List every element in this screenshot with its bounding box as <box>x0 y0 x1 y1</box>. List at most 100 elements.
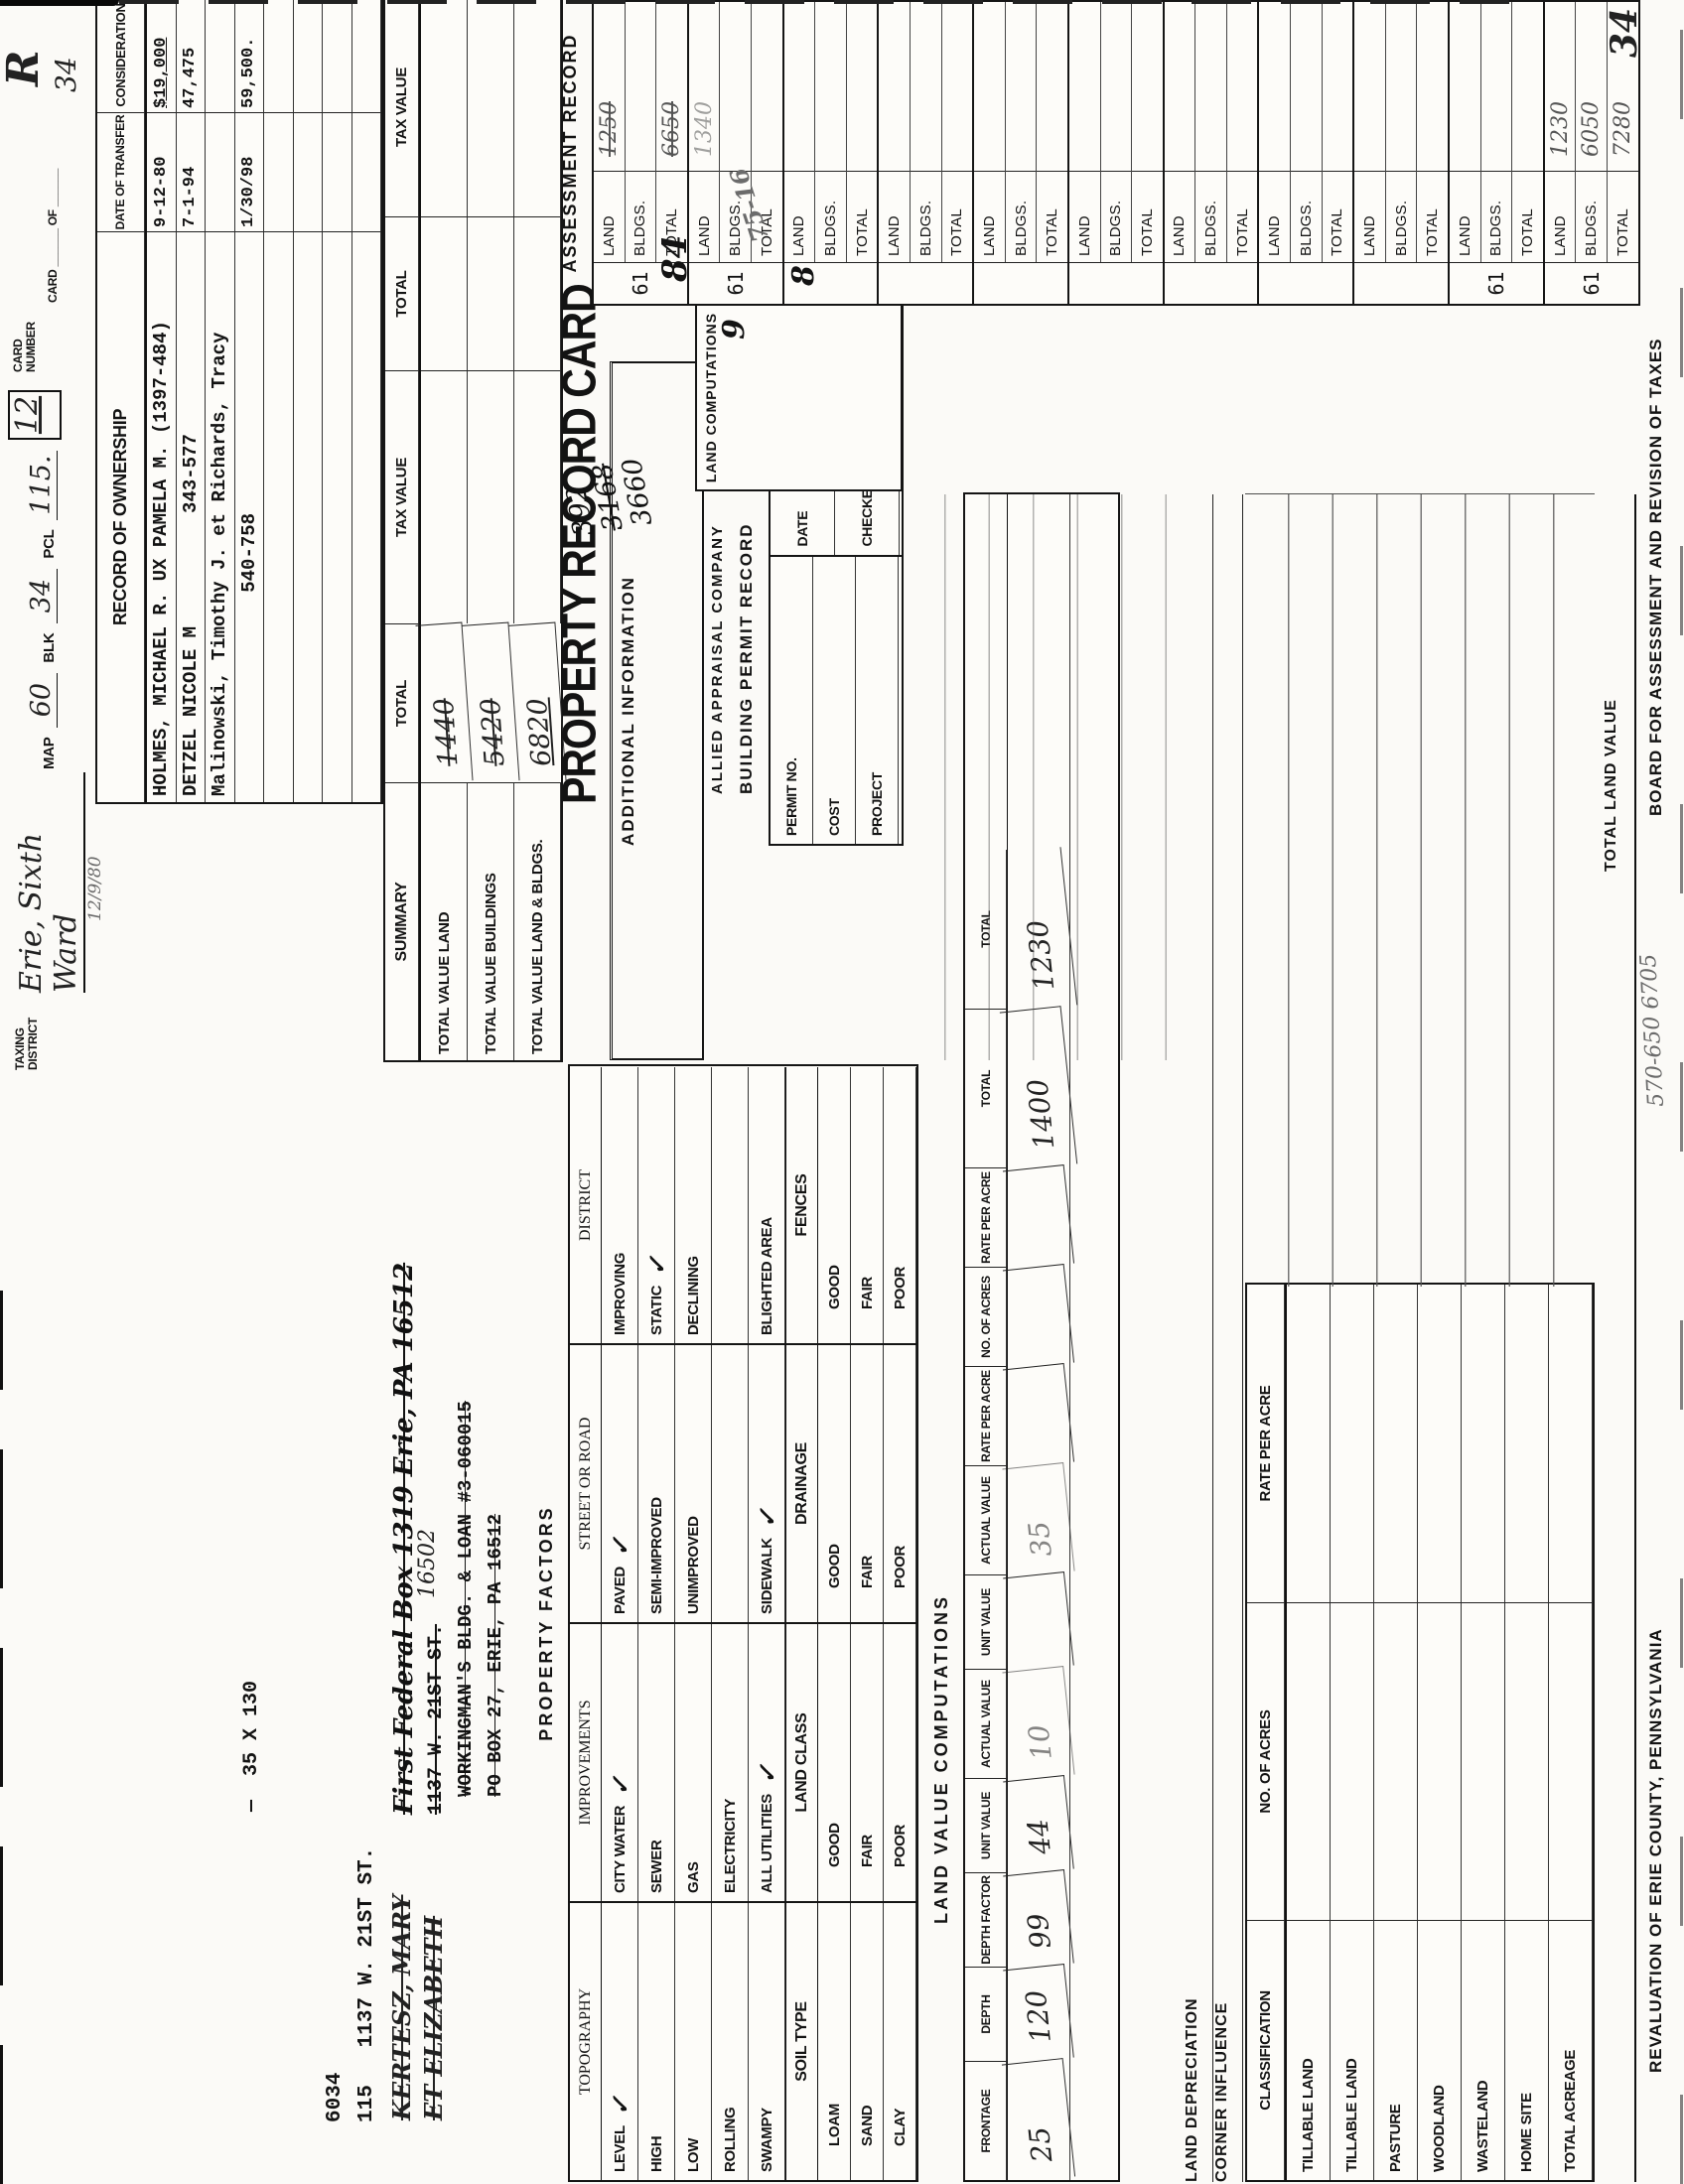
assessment-bldgs-label: BLDGS. <box>910 171 941 262</box>
taxing-district-value: Erie, Sixth Ward <box>14 772 85 993</box>
classification-row: WOODLAND <box>1418 1285 1462 2180</box>
factor-label: ALL UTILITIES <box>758 1794 775 1893</box>
owner-name <box>351 231 381 802</box>
assessment-land-label: LAND <box>1450 171 1480 262</box>
lvc-header-cell: RATE PER ACRE <box>965 1366 1007 1465</box>
lot-dimensions-value: 35 X 130 <box>240 1680 263 1776</box>
checkmark: ✓ <box>752 1764 781 1784</box>
assessment-land-value <box>1259 2 1290 171</box>
pcl-value: 115. <box>26 450 58 520</box>
assessment-land-value <box>784 2 815 171</box>
checkmark: ✓ <box>752 1508 781 1529</box>
r-script: R <box>0 50 49 86</box>
ownership-title: RECORD OF OWNERSHIP <box>110 408 130 626</box>
lvc-value-cell: 35 <box>1002 1462 1075 1577</box>
transfer-date <box>351 112 381 231</box>
assessment-land-label: LAND <box>1544 171 1576 262</box>
assessment-land-value <box>1354 2 1385 171</box>
transfer-date <box>264 112 294 231</box>
assessment-annotation-8: 8 <box>786 265 821 286</box>
factor-item: IMPROVING <box>602 1067 638 1343</box>
lvc-header-cell: DEPTH <box>965 1967 1007 2061</box>
consideration-value <box>323 0 352 112</box>
factor-item: UNIMPROVED <box>675 1345 712 1622</box>
soil-type-header: SOIL TYPE <box>785 1903 818 2180</box>
revaluation-footer: REVALUATION OF ERIE COUNTY, PENNSYLVANIA <box>1646 1628 1665 2073</box>
assessment-bldgs-label: BLDGS. <box>815 171 846 262</box>
owner-name: HOLMES, MICHAEL R. UX PAMELA M. (1397-48… <box>147 231 177 802</box>
classification-row-label: WOODLAND <box>1418 1920 1462 2180</box>
factor-label: UNIMPROVED <box>684 1516 702 1614</box>
factor-sub-item: FAIR <box>851 1067 884 1343</box>
assessment-year: 61 <box>1544 262 1638 304</box>
factor-item: PAVED ✓ <box>602 1345 638 1622</box>
assessment-total-value <box>1132 2 1163 171</box>
assessment-land-value <box>974 2 1005 171</box>
ownership-row <box>351 0 381 802</box>
assessment-total-value <box>1417 2 1448 171</box>
lvc-value-cell <box>1003 1571 1074 1672</box>
lvc-value-cell <box>1002 1363 1075 1468</box>
owner-name <box>323 231 352 802</box>
assessment-blocks: 61 LAND 1250 BLDGS. TOTAL 6650 61 LAND 1340… <box>592 0 1640 306</box>
assessment-bldgs-value <box>1386 2 1417 171</box>
assessment-year-block: 61 LAND 1340 BLDGS. TOTAL <box>688 2 784 304</box>
empty-ruled-area <box>902 494 1199 1060</box>
consideration-value <box>264 0 294 112</box>
parcel-number: 6034 <box>324 2072 347 2122</box>
assessment-total-label: TOTAL <box>846 171 878 262</box>
card-number-block: 12 CARD NUMBER CARD ______ OF ______ R 3… <box>0 0 93 442</box>
summary-row: TOTAL VALUE LAND 1440 <box>415 0 474 1060</box>
assessment-land-label: LAND <box>879 171 910 262</box>
assessment-total-value: 6650 <box>658 101 684 157</box>
assessment-year-block: 61 LAND BLDGS. TOTAL <box>1450 2 1545 304</box>
assessment-total-value <box>1227 2 1258 171</box>
ownership-row: HOLMES, MICHAEL R. UX PAMELA M. (1397-48… <box>147 0 177 802</box>
factor-item: SEWER <box>638 1624 675 1901</box>
card-of-label: CARD ______ OF ______ <box>46 168 60 303</box>
assessment-annotation-84: 84 <box>655 234 695 282</box>
permit-left-column: PERMIT NO. COST PROJECT <box>769 554 904 846</box>
assessment-year <box>1259 262 1353 304</box>
assessment-year <box>1068 262 1163 304</box>
no-of-acres-header: NO. OF ACRES <box>1247 1602 1285 1920</box>
summary-taxvalue-header-2: TAX VALUE <box>385 0 419 216</box>
classification-rows: TILLABLE LAND TILLABLE LAND PASTURE <box>1287 1285 1593 2180</box>
transfer-date <box>323 112 352 231</box>
assessment-bldgs-label: BLDGS. <box>625 171 656 262</box>
classification-row: PASTURE <box>1374 1285 1418 2180</box>
classification-row-label: TOTAL ACREAGE <box>1549 1920 1593 2180</box>
factor-label: LOW <box>684 2137 702 2172</box>
permit-row-label: PROJECT <box>856 556 899 844</box>
factor-label: HIGH <box>647 2135 665 2172</box>
ownership-row <box>323 0 352 802</box>
factors-district-group: DISTRICT IMPROVING STATIC ✓ DECLINING BLIGHT… <box>570 1067 916 1343</box>
classification-row: TILLABLE LAND <box>1287 1285 1331 2180</box>
assessment-year-block: LAND BLDGS. TOTAL <box>783 2 880 304</box>
factor-item: ROLLING <box>712 1903 749 2180</box>
lot-dimensions: — 35 X 130 <box>240 1681 263 1812</box>
assessment-record: ASSESSMENT RECORD 61 LAND 1250 BLDGS. TOT… <box>554 0 1640 306</box>
assessment-land-label: LAND <box>1259 171 1291 262</box>
factor-sub-item: GOOD <box>818 1624 851 1901</box>
assessment-land-value <box>879 2 910 171</box>
classification-row-label: WASTELAND <box>1462 1920 1505 2180</box>
factor-item: ELECTRICITY <box>712 1624 749 1901</box>
factor-item: GAS <box>675 1624 712 1901</box>
classification-row: TILLABLE LAND <box>1331 1285 1374 2180</box>
property-factors-title: PROPERTY FACTORS <box>536 1505 556 1741</box>
property-address: 115 1137 W. 21ST ST. <box>355 1846 378 2122</box>
lvc-header-cell: FRONTAGE <box>965 2061 1007 2180</box>
footer-pencil-script: 570-650 6705 <box>1635 953 1670 1108</box>
drainage-header: DRAINAGE <box>785 1345 818 1622</box>
factor-label: CITY WATER <box>611 1805 629 1893</box>
classification-row: TOTAL ACREAGE <box>1549 1285 1593 2180</box>
assessment-year <box>1164 262 1258 304</box>
assessment-total-label: TOTAL <box>1417 171 1449 262</box>
district-header: DISTRICT <box>570 1067 602 1343</box>
factor-item: DECLINING <box>675 1067 712 1343</box>
ownership-row: DETZEL NICOLE M 343-577 7-1-94 47,475 <box>176 0 206 802</box>
street-or-road-header: STREET OR ROAD <box>570 1345 602 1622</box>
factor-label: SWAMPY <box>758 2108 775 2172</box>
assessment-land-value: 1250 <box>596 101 622 157</box>
